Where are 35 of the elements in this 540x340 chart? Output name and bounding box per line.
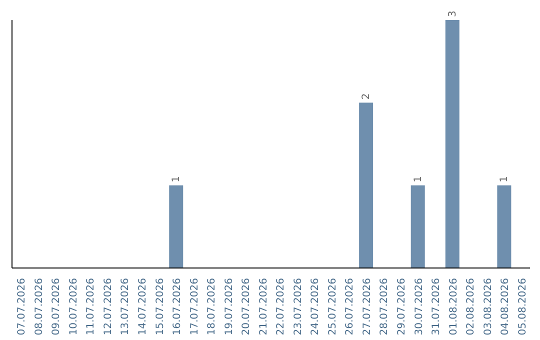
x-tick-label: 15.07.2026 — [154, 278, 166, 336]
x-tick-label: 18.07.2026 — [206, 278, 218, 336]
x-tick-label: 19.07.2026 — [224, 278, 235, 336]
x-tick-label: 29.07.2026 — [396, 278, 408, 336]
x-tick-label: 28.07.2026 — [379, 278, 390, 336]
x-tick-label: 01.08.2026 — [448, 278, 460, 336]
x-tick-label: 16.07.2026 — [172, 278, 184, 336]
x-tick-label: 20.07.2026 — [241, 278, 252, 336]
x-tick-label: 22.07.2026 — [276, 278, 287, 336]
x-tick-label: 21.07.2026 — [258, 278, 270, 336]
x-tick-label: 03.08.2026 — [482, 278, 494, 336]
data-label: 1 — [412, 176, 424, 182]
data-label: 1 — [171, 176, 182, 182]
x-tick-label: 31.07.2026 — [431, 278, 442, 336]
x-tick-label: 25.07.2026 — [327, 278, 338, 336]
x-tick-label: 30.07.2026 — [414, 278, 425, 336]
x-tick-label: 09.07.2026 — [51, 278, 62, 336]
data-label: 2 — [361, 93, 372, 100]
x-tick-label: 26.07.2026 — [344, 278, 356, 336]
x-tick-label: 02.08.2026 — [466, 278, 477, 336]
x-tick-label: 23.07.2026 — [292, 278, 304, 336]
x-tick-label: 12.07.2026 — [102, 278, 114, 336]
x-tick-label: 05.08.2026 — [517, 278, 528, 336]
x-tick-label: 08.07.2026 — [34, 278, 45, 336]
x-tick-label: 24.07.2026 — [310, 278, 322, 336]
x-tick-label: 04.08.2026 — [500, 278, 512, 336]
x-tick-label: 10.07.2026 — [68, 278, 80, 336]
data-label: 3 — [447, 10, 458, 17]
x-tick-label: 07.07.2026 — [16, 278, 28, 336]
x-tick-label: 13.07.2026 — [120, 278, 132, 336]
x-tick-label: 11.07.2026 — [86, 278, 97, 336]
x-tick-label: 17.07.2026 — [189, 278, 200, 336]
data-label: 1 — [499, 176, 510, 182]
x-tick-label: 14.07.2026 — [138, 278, 148, 336]
x-tick-label: 27.07.2026 — [362, 278, 373, 336]
